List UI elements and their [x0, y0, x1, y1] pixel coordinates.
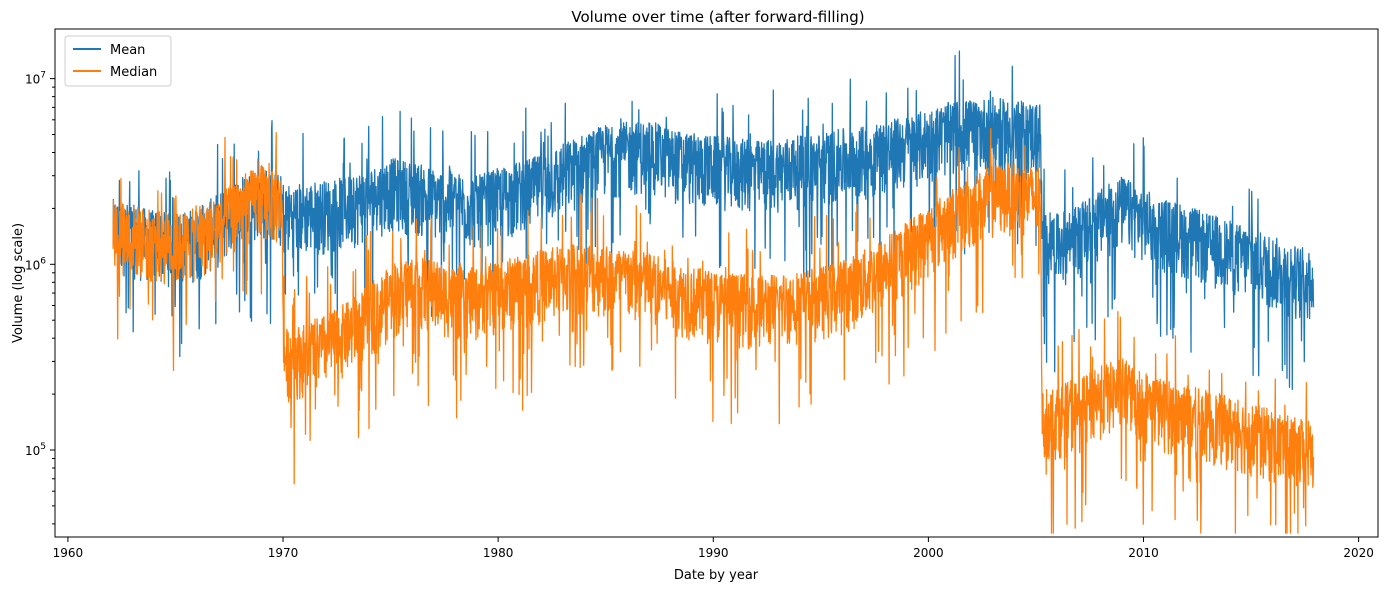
series-lines: [112, 50, 1315, 534]
x-tick-label: 2000: [913, 546, 944, 560]
x-tick-label: 1990: [698, 546, 729, 560]
series-median: [112, 128, 1315, 534]
y-axis: 105 106 107: [25, 71, 55, 525]
y-tick-label: 105: [25, 442, 46, 458]
y-tick-label: 106: [25, 256, 46, 272]
x-tick-label: 1970: [268, 546, 299, 560]
series-mean: [112, 50, 1315, 391]
x-axis: 1960 1970 1980 1990 2000 2010 2020: [53, 537, 1374, 560]
legend: Mean Median: [64, 35, 172, 87]
x-axis-label: Date by year: [674, 568, 759, 583]
y-axis-label: Volume (log scale): [11, 223, 26, 343]
y-tick-label: 107: [25, 71, 46, 87]
x-tick-label: 2020: [1343, 546, 1374, 560]
plot-area: [54, 28, 1379, 538]
legend-mean-label: Mean: [110, 43, 145, 58]
plot-frame: [54, 28, 1379, 538]
x-tick-label: 2010: [1128, 546, 1159, 560]
legend-median-label: Median: [110, 65, 157, 80]
series-line-median: [112, 128, 1315, 534]
x-tick-label: 1980: [483, 546, 514, 560]
series-line-mean: [112, 50, 1315, 391]
chart-title: Volume over time (after forward-filling): [571, 8, 864, 26]
x-tick-label: 1960: [53, 546, 84, 560]
